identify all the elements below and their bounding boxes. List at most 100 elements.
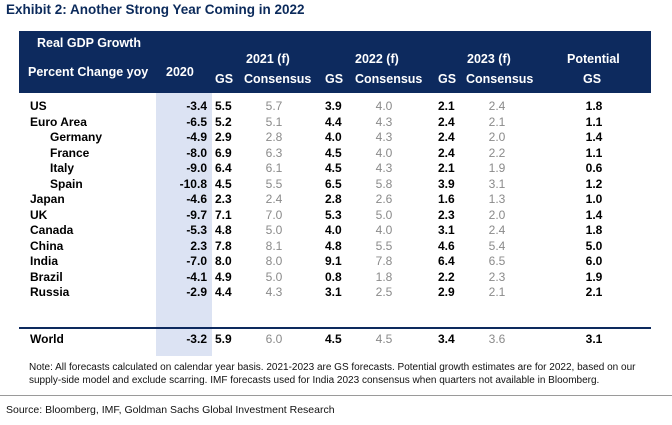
cell-consensus-2021: 2.8	[265, 130, 283, 144]
cell-gs-2022: 4.5	[325, 161, 342, 175]
row-label: Canada	[30, 223, 74, 237]
cell-gs-2022: 4.0	[325, 223, 342, 237]
table-row: Russia -2.9 4.4 4.3 3.1 2.5 2.9 2.1 2.1	[19, 285, 651, 300]
cell-gs-2022: 2.8	[325, 192, 342, 206]
header-2020: 2020	[166, 65, 194, 79]
cell-gs-2021: 4.5	[215, 176, 232, 191]
cell-gs-2023: 2.1	[438, 161, 455, 175]
cell-consensus-2022: 4.3	[375, 161, 393, 175]
cell-potential: 3.1	[585, 332, 603, 346]
header-2021: 2021 (f)	[246, 52, 290, 66]
cell-2020: -4.1	[186, 269, 207, 284]
cell-consensus-2023: 2.1	[488, 285, 506, 299]
cell-gs-2023: 6.4	[438, 254, 455, 268]
cell-gs-2022: 4.8	[325, 238, 342, 253]
cell-gs-2022: 5.3	[325, 207, 342, 222]
cell-consensus-2023: 2.4	[488, 223, 506, 237]
cell-consensus-2023: 5.4	[488, 238, 506, 253]
cell-consensus-2022: 4.3	[375, 130, 393, 144]
cell-potential: 1.0	[585, 192, 603, 206]
cell-2020: 2.3	[190, 238, 207, 253]
header-gs-2022: GS	[325, 72, 344, 86]
row-label: World	[30, 332, 64, 346]
cell-2020: -4.9	[186, 130, 207, 144]
world-divider	[19, 327, 651, 329]
cell-potential: 1.9	[585, 269, 603, 284]
cell-gs-2021: 7.1	[215, 207, 232, 222]
cell-consensus-2021: 5.0	[265, 223, 283, 237]
cell-consensus-2021: 8.1	[265, 238, 283, 253]
cell-gs-2022: 9.1	[325, 254, 342, 268]
cell-gs-2022: 6.5	[325, 176, 342, 191]
table-row: Euro Area -6.5 5.2 5.1 4.4 4.3 2.4 2.1 1.1	[19, 115, 651, 130]
cell-consensus-2023: 2.2	[488, 145, 506, 160]
table-header: Real GDP Growth Percent Change yoy 2020 …	[19, 31, 651, 93]
cell-consensus-2022: 4.5	[375, 332, 393, 346]
cell-consensus-2022: 2.5	[375, 285, 393, 299]
table-row: China 2.3 7.8 8.1 4.8 5.5 4.6 5.4 5.0	[19, 239, 651, 254]
cell-consensus-2022: 2.6	[375, 192, 393, 206]
cell-consensus-2021: 7.0	[265, 207, 283, 222]
cell-gs-2023: 3.4	[438, 332, 455, 346]
cell-2020: -10.8	[179, 176, 207, 191]
table-row: Brazil -4.1 4.9 5.0 0.8 1.8 2.2 2.3 1.9	[19, 270, 651, 285]
cell-consensus-2023: 2.0	[488, 130, 506, 144]
table-body: US -3.4 5.5 5.7 3.9 4.0 2.1 2.4 1.8 Euro Area -6.5…	[19, 93, 651, 356]
cell-potential: 1.4	[585, 130, 603, 144]
cell-gs-2021: 5.5	[215, 99, 232, 113]
cell-gs-2021: 4.4	[215, 285, 232, 299]
cell-consensus-2022: 4.0	[375, 223, 393, 237]
cell-consensus-2023: 3.6	[488, 332, 506, 346]
source-line: Source: Bloomberg, IMF, Goldman Sachs Gl…	[6, 404, 335, 416]
cell-consensus-2021: 5.7	[265, 99, 283, 113]
footnote: Note: All forecasts calculated on calend…	[29, 362, 636, 386]
cell-consensus-2022: 5.8	[375, 176, 393, 191]
cell-2020: -9.7	[186, 207, 207, 222]
cell-gs-2023: 3.9	[438, 176, 455, 191]
header-2022: 2022 (f)	[355, 52, 399, 66]
cell-gs-2022: 0.8	[325, 269, 342, 284]
row-label: Italy	[50, 161, 75, 175]
row-label: Brazil	[30, 269, 63, 284]
table-frame: Real GDP Growth Percent Change yoy 2020 …	[19, 31, 651, 356]
row-label: US	[30, 99, 47, 113]
cell-gs-2021: 7.8	[215, 238, 232, 253]
cell-potential: 1.4	[585, 207, 603, 222]
cell-gs-2023: 3.1	[438, 223, 455, 237]
cell-gs-2023: 2.3	[438, 207, 455, 222]
cell-gs-2021: 2.9	[215, 130, 232, 144]
cell-consensus-2022: 4.0	[375, 99, 393, 113]
cell-gs-2022: 4.0	[325, 130, 342, 144]
cell-consensus-2023: 3.1	[488, 176, 506, 191]
cell-gs-2021: 4.8	[215, 223, 232, 237]
header-consensus-2021: Consensus	[244, 72, 312, 86]
cell-consensus-2022: 4.0	[375, 145, 393, 160]
source-divider	[0, 395, 672, 396]
cell-gs-2021: 5.9	[215, 332, 232, 346]
cell-consensus-2021: 5.1	[265, 114, 283, 129]
row-label: China	[30, 238, 64, 253]
cell-gs-2022: 3.1	[325, 285, 342, 299]
cell-potential: 6.0	[585, 254, 603, 268]
cell-consensus-2023: 1.9	[488, 161, 506, 175]
cell-consensus-2023: 1.3	[488, 192, 506, 206]
cell-gs-2021: 6.9	[215, 145, 232, 160]
cell-gs-2021: 5.2	[215, 114, 232, 129]
cell-2020: -3.4	[186, 99, 207, 113]
cell-potential: 2.1	[585, 285, 603, 299]
cell-consensus-2021: 8.0	[265, 254, 283, 268]
table-row: UK -9.7 7.1 7.0 5.3 5.0 2.3 2.0 1.4	[19, 208, 651, 223]
row-label: Euro Area	[30, 114, 87, 129]
row-label: Russia	[30, 285, 70, 299]
cell-consensus-2022: 7.8	[375, 254, 393, 268]
table-row: Canada -5.3 4.8 5.0 4.0 4.0 3.1 2.4 1.8	[19, 223, 651, 238]
cell-gs-2021: 6.4	[215, 161, 232, 175]
cell-consensus-2022: 5.5	[375, 238, 393, 253]
table-row: Japan -4.6 2.3 2.4 2.8 2.6 1.6 1.3 1.0	[19, 192, 651, 207]
column-2020-shading	[156, 93, 212, 356]
row-label: India	[30, 254, 59, 268]
table-row: India -7.0 8.0 8.0 9.1 7.8 6.4 6.5 6.0	[19, 254, 651, 269]
cell-consensus-2022: 1.8	[375, 269, 393, 284]
row-label: Germany	[50, 130, 103, 144]
cell-consensus-2021: 5.0	[265, 269, 283, 284]
